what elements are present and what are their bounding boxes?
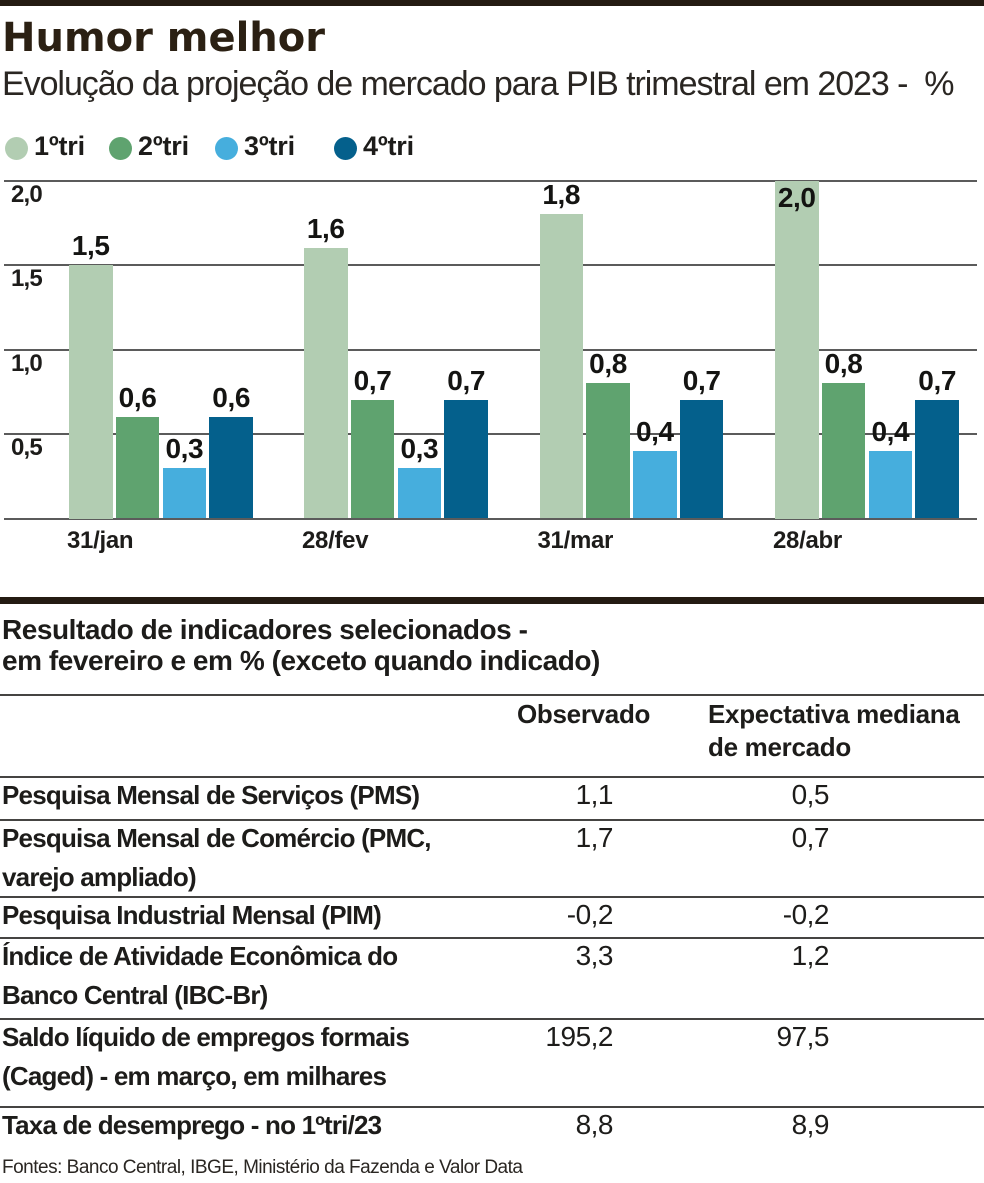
y-tick-2,0: 2,0	[11, 180, 43, 208]
source-note: Fontes: Banco Central, IBGE, Ministério …	[2, 1157, 523, 1178]
expectativa-value: 1,2	[791, 940, 830, 971]
observado-value: 1,1	[575, 779, 614, 810]
table-rule	[0, 694, 984, 696]
bar-31-jan-2tri	[115, 417, 160, 519]
bar-31-mar-4tri	[679, 400, 724, 519]
gridline-1,5	[4, 264, 977, 266]
column-header-observado: Observado	[517, 699, 651, 729]
bar-value-label: 0,4	[871, 415, 910, 447]
bar-value-label: 1,6	[306, 213, 345, 245]
indicator-label: Índice de Atividade Econômica do Banco C…	[2, 940, 398, 1010]
bar-28-abr-2tri	[821, 383, 866, 519]
bar-value-label: 0,7	[353, 365, 392, 397]
bar-31-jan-3tri	[162, 467, 207, 519]
observado-value: -0,2	[566, 899, 614, 930]
expectativa-value: 0,7	[791, 822, 830, 853]
observado-value: 1,7	[575, 822, 614, 853]
legend-label-3tri: 3ºtri	[244, 131, 295, 161]
x-category-label: 31/mar	[537, 527, 614, 554]
table-rule	[0, 1017, 984, 1020]
table-title: Resultado de indicadores selecionados - …	[2, 614, 600, 676]
bar-value-label: 1,5	[71, 230, 110, 261]
bar-value-label: 0,7	[682, 365, 721, 397]
observado-value: 3,3	[575, 940, 614, 971]
y-tick-0,5: 0,5	[11, 434, 43, 461]
observado-value: 195,2	[545, 1021, 613, 1052]
bar-28-abr-4tri	[915, 400, 959, 519]
bar-28-fev-2tri	[350, 400, 395, 519]
table-rule	[0, 895, 984, 898]
observado-value: 8,8	[575, 1109, 614, 1140]
bar-value-label: 2,0	[777, 181, 816, 213]
bar-31-mar-1tri	[539, 214, 583, 519]
expectativa-value: 97,5	[776, 1021, 830, 1052]
bar-31-mar-3tri	[633, 450, 677, 519]
bar-28-abr-1tri	[775, 180, 819, 519]
legend-swatch-1tri	[5, 137, 28, 160]
table-rule	[0, 936, 984, 939]
bar-value-label: 0,7	[918, 365, 957, 397]
indicator-label: Pesquisa Mensal de Comércio (PMC, varejo…	[2, 822, 432, 892]
bar-value-label: 0,4	[635, 415, 674, 447]
table-rule	[0, 818, 984, 821]
legend-swatch-4tri	[334, 137, 357, 160]
expectativa-value: 8,9	[791, 1109, 830, 1140]
legend-label-2tri: 2ºtri	[138, 131, 189, 161]
chart-title: Humor melhor	[2, 15, 325, 61]
y-tick-1,5: 1,5	[11, 265, 43, 292]
expectativa-value: 0,5	[791, 779, 830, 810]
legend-swatch-2tri	[109, 137, 132, 160]
indicator-label: Pesquisa Industrial Mensal (PIM)	[2, 899, 382, 930]
legend-swatch-3tri	[215, 137, 238, 160]
bar-value-label: 0,6	[118, 382, 157, 414]
bar-31-jan-4tri	[209, 417, 253, 519]
expectativa-value: -0,2	[782, 899, 830, 930]
x-category-label: 31/jan	[67, 527, 134, 554]
bar-value-label: 0,8	[824, 348, 863, 380]
table-rule	[0, 775, 984, 778]
chart-subtitle: Evolução da projeção de mercado para PIB…	[2, 65, 954, 103]
legend-label-1tri: 1ºtri	[34, 131, 85, 161]
bar-value-label: 1,8	[542, 179, 581, 211]
indicator-label: Pesquisa Mensal de Serviços (PMS)	[2, 779, 420, 810]
bar-value-label: 0,6	[212, 382, 251, 414]
bar-28-fev-1tri	[304, 248, 348, 519]
indicator-label: Saldo líquido de empregos formais (Caged…	[2, 1021, 410, 1091]
table-rule	[0, 1105, 984, 1108]
section-divider	[0, 597, 984, 604]
bar-31-mar-2tri	[586, 383, 630, 519]
x-category-label: 28/fev	[302, 527, 369, 554]
legend-label-4tri: 4ºtri	[363, 131, 414, 161]
gridline-1,0	[4, 348, 977, 351]
x-axis-line	[4, 517, 977, 520]
gridline-2,0	[4, 179, 977, 182]
column-header-expectativa: Expectativa mediana de mercado	[708, 699, 960, 762]
bar-value-label: 0,7	[447, 365, 486, 397]
y-tick-1,0: 1,0	[11, 349, 43, 377]
bar-value-label: 0,3	[165, 432, 204, 464]
bar-28-fev-4tri	[444, 400, 488, 519]
x-category-label: 28/abr	[773, 527, 842, 554]
top-accent-bar	[0, 0, 984, 6]
bar-value-label: 0,8	[589, 348, 627, 380]
bar-28-fev-3tri	[397, 467, 442, 519]
indicator-label: Taxa de desemprego - no 1ºtri/23	[2, 1109, 382, 1140]
bar-value-label: 0,3	[400, 432, 439, 464]
bar-31-jan-1tri	[69, 265, 113, 519]
gridline-0,5	[4, 433, 977, 435]
bar-28-abr-3tri	[868, 450, 913, 519]
